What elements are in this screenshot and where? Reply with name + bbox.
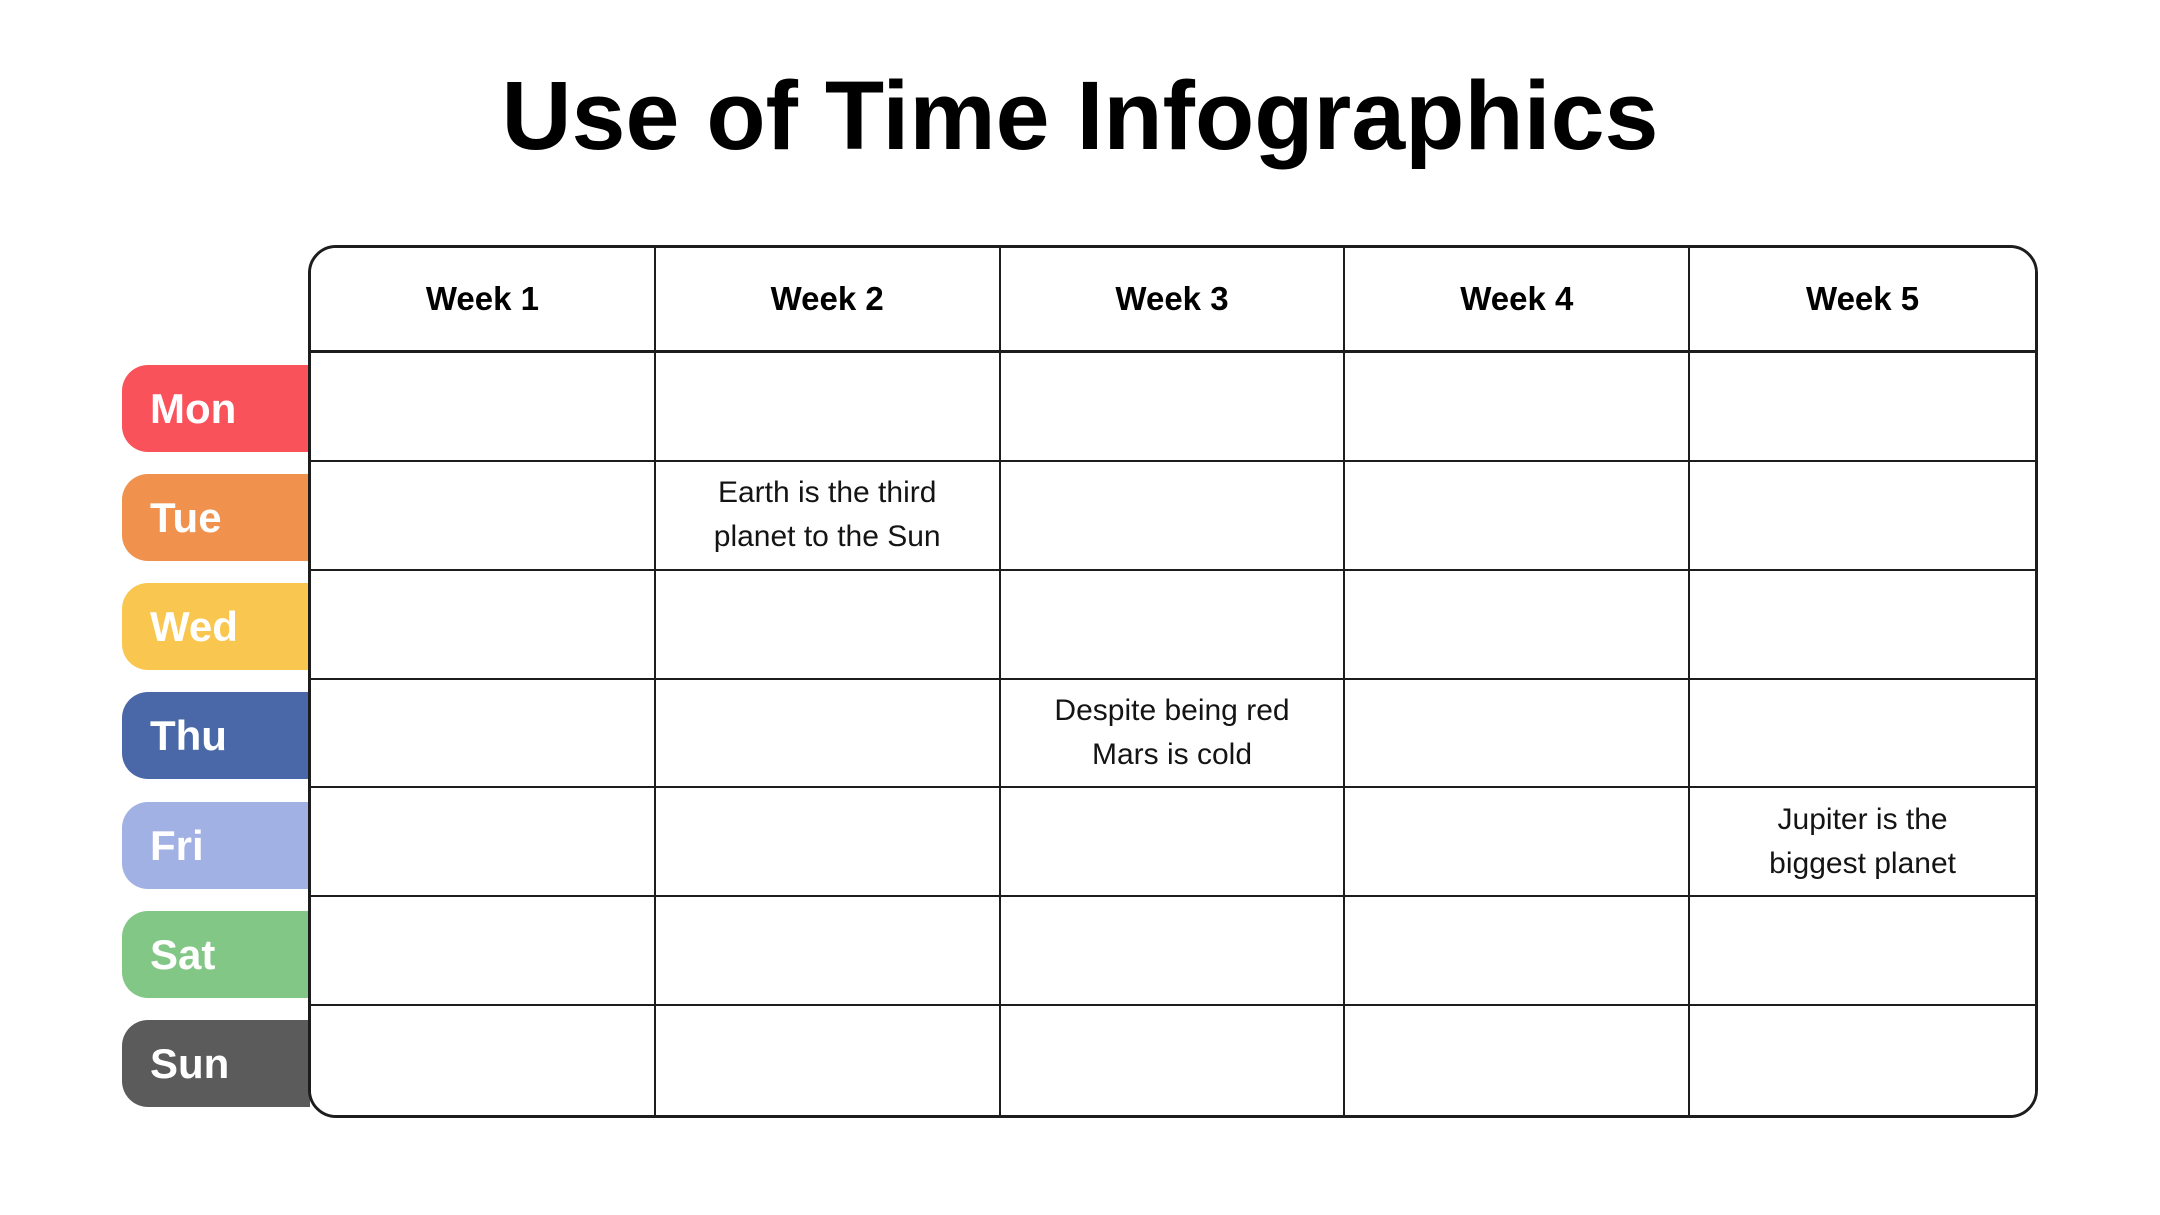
day-pill-wed: Wed <box>122 583 310 670</box>
day-pill-sun: Sun <box>122 1020 310 1107</box>
cell-sun-week3 <box>1000 1006 1346 1115</box>
day-pill-mon: Mon <box>122 365 310 452</box>
cell-sun-week2 <box>655 1006 1001 1115</box>
cell-fri-week5: Jupiter is the biggest planet <box>1690 788 2035 898</box>
day-label: Fri <box>150 821 204 869</box>
cell-sat-week5 <box>1690 897 2035 1007</box>
note-text: Jupiter is the <box>1777 802 1948 836</box>
column-header-week5: Week 5 <box>1690 248 2035 353</box>
cell-mon-week1 <box>311 353 656 462</box>
cell-sun-week5 <box>1690 1006 2035 1115</box>
day-pill-sat: Sat <box>122 911 310 998</box>
note-text: Mars is cold <box>1091 737 1253 771</box>
column-header-week3: Week 3 <box>1000 248 1346 353</box>
day-label: Mon <box>150 384 237 432</box>
cell-sun-week1 <box>311 1006 656 1115</box>
cell-tue-week2: Earth is the third planet to the Sun <box>655 461 1001 571</box>
cell-wed-week1 <box>311 570 656 680</box>
note-text: Earth is the third <box>717 476 937 510</box>
cell-thu-week1 <box>311 679 656 789</box>
cell-wed-week5 <box>1690 570 2035 680</box>
day-label: Sun <box>150 1039 230 1087</box>
cell-sat-week4 <box>1345 897 1691 1007</box>
day-label: Thu <box>150 711 227 759</box>
cell-thu-week2 <box>655 679 1001 789</box>
column-header-week2: Week 2 <box>655 248 1001 353</box>
planner-table: Week 1 Week 2 Week 3 Week 4 Week 5 Earth… <box>308 245 2038 1118</box>
cell-sat-week2 <box>655 897 1001 1007</box>
day-label: Wed <box>150 602 238 650</box>
cell-sat-week3 <box>1000 897 1346 1007</box>
cell-mon-week4 <box>1345 353 1691 462</box>
cell-thu-week5 <box>1690 679 2035 789</box>
cell-wed-week3 <box>1000 570 1346 680</box>
column-header-week4: Week 4 <box>1345 248 1691 353</box>
cell-wed-week2 <box>655 570 1001 680</box>
cell-tue-week3 <box>1000 461 1346 571</box>
column-header-week1: Week 1 <box>311 248 656 353</box>
note-text: planet to the Sun <box>713 520 941 554</box>
cell-fri-week3 <box>1000 788 1346 898</box>
day-pill-fri: Fri <box>122 802 310 889</box>
day-pill-tue: Tue <box>122 474 310 561</box>
cell-fri-week4 <box>1345 788 1691 898</box>
page-title: Use of Time Infographics <box>501 61 1659 170</box>
day-pill-thu: Thu <box>122 692 310 779</box>
cell-mon-week2 <box>655 353 1001 462</box>
day-label: Sat <box>150 930 216 978</box>
cell-sun-week4 <box>1345 1006 1691 1115</box>
note-text: biggest planet <box>1769 846 1956 880</box>
cell-fri-week2 <box>655 788 1001 898</box>
cell-mon-week3 <box>1000 353 1346 462</box>
note-text: Despite being red <box>1054 693 1290 727</box>
cell-fri-week1 <box>311 788 656 898</box>
cell-tue-week1 <box>311 461 656 571</box>
cell-thu-week3: Despite being red Mars is cold <box>1000 679 1346 789</box>
cell-mon-week5 <box>1690 353 2035 462</box>
cell-thu-week4 <box>1345 679 1691 789</box>
cell-sat-week1 <box>311 897 656 1007</box>
cell-tue-week4 <box>1345 461 1691 571</box>
cell-tue-week5 <box>1690 461 2035 571</box>
day-label: Tue <box>150 493 222 541</box>
cell-wed-week4 <box>1345 570 1691 680</box>
